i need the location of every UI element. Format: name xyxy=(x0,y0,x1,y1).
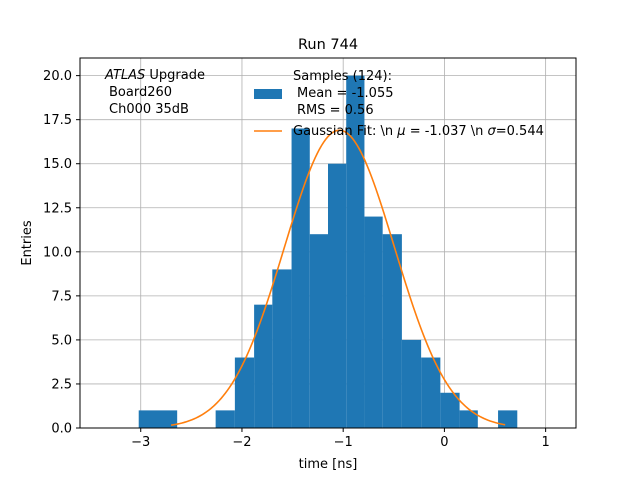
legend-fit-prefix: Gaussian Fit: \n xyxy=(293,124,397,139)
histogram-bar xyxy=(440,392,460,428)
histogram-bar xyxy=(421,357,441,428)
y-tick-label: 2.5 xyxy=(51,377,72,392)
legend-fit-mu: μ xyxy=(396,124,405,139)
x-tick-label: 1 xyxy=(541,435,549,450)
x-tick-label: −3 xyxy=(131,435,150,450)
histogram-bar xyxy=(138,410,178,428)
x-tick-label: 0 xyxy=(440,435,448,450)
histogram-bar xyxy=(382,234,402,428)
gaussian-fit-curve xyxy=(170,129,506,427)
y-axis-label: Entries xyxy=(20,220,35,266)
y-tick-label: 20.0 xyxy=(43,69,72,84)
annotation-line-1: ATLAS Upgrade xyxy=(104,68,205,83)
annotation-line-3: Ch000 35dB xyxy=(109,102,189,117)
y-tick-label: 5.0 xyxy=(51,333,72,348)
fit-line xyxy=(170,129,506,427)
plot-frame xyxy=(79,57,577,429)
x-tick-label: −1 xyxy=(334,435,353,450)
legend-samples-line-1: Samples (124): xyxy=(293,69,392,84)
annotation-atlas: ATLAS xyxy=(104,68,145,83)
histogram-bar xyxy=(234,357,255,428)
histogram-bar xyxy=(498,410,518,428)
y-tick-label: 10.0 xyxy=(43,245,72,260)
annotation-upgrade: Upgrade xyxy=(145,68,205,83)
legend-fit-suffix: =0.544 xyxy=(496,124,544,139)
histogram-bar xyxy=(328,163,347,428)
chart-title: Run 744 xyxy=(298,37,358,53)
y-tick-label: 0.0 xyxy=(51,422,72,437)
histogram-bar xyxy=(364,216,383,428)
histogram-bar xyxy=(401,339,422,428)
y-tick-label: 15.0 xyxy=(43,157,72,172)
y-axis-ticks: 0.0 2.5 5.0 7.5 10.0 12.5 15.0 17.5 20.0 xyxy=(43,69,80,437)
legend-fit-sigma: σ xyxy=(488,124,497,139)
legend: Samples (124): Mean = -1.055 RMS = 0.56 … xyxy=(254,69,544,139)
legend-fit-label: Gaussian Fit: \n μ = -1.037 \n σ=0.544 xyxy=(293,124,544,139)
histogram-bar xyxy=(272,269,292,428)
legend-fit-mid: = -1.037 \n xyxy=(406,124,488,139)
histogram-bars xyxy=(138,75,518,428)
histogram-bar xyxy=(215,410,235,428)
legend-swatch-histogram xyxy=(254,89,282,99)
x-tick-label: −2 xyxy=(232,435,251,450)
histogram-bar xyxy=(346,75,365,428)
annotation-line-2: Board260 xyxy=(109,85,172,100)
legend-samples-line-2: Mean = -1.055 xyxy=(297,86,393,101)
x-axis-ticks: −3 −2 −1 0 1 xyxy=(131,428,550,450)
legend-samples-line-3: RMS = 0.56 xyxy=(297,103,374,118)
histogram-bar xyxy=(309,234,328,428)
histogram-bar xyxy=(291,128,310,428)
atlas-annotation: ATLAS Upgrade Board260 Ch000 35dB xyxy=(104,68,205,117)
x-axis-label: time [ns] xyxy=(299,457,358,472)
y-tick-label: 7.5 xyxy=(51,289,72,304)
y-tick-label: 12.5 xyxy=(43,201,72,216)
y-tick-label: 17.5 xyxy=(43,113,72,128)
histogram-bar xyxy=(254,304,273,428)
histogram-bar xyxy=(459,410,478,428)
